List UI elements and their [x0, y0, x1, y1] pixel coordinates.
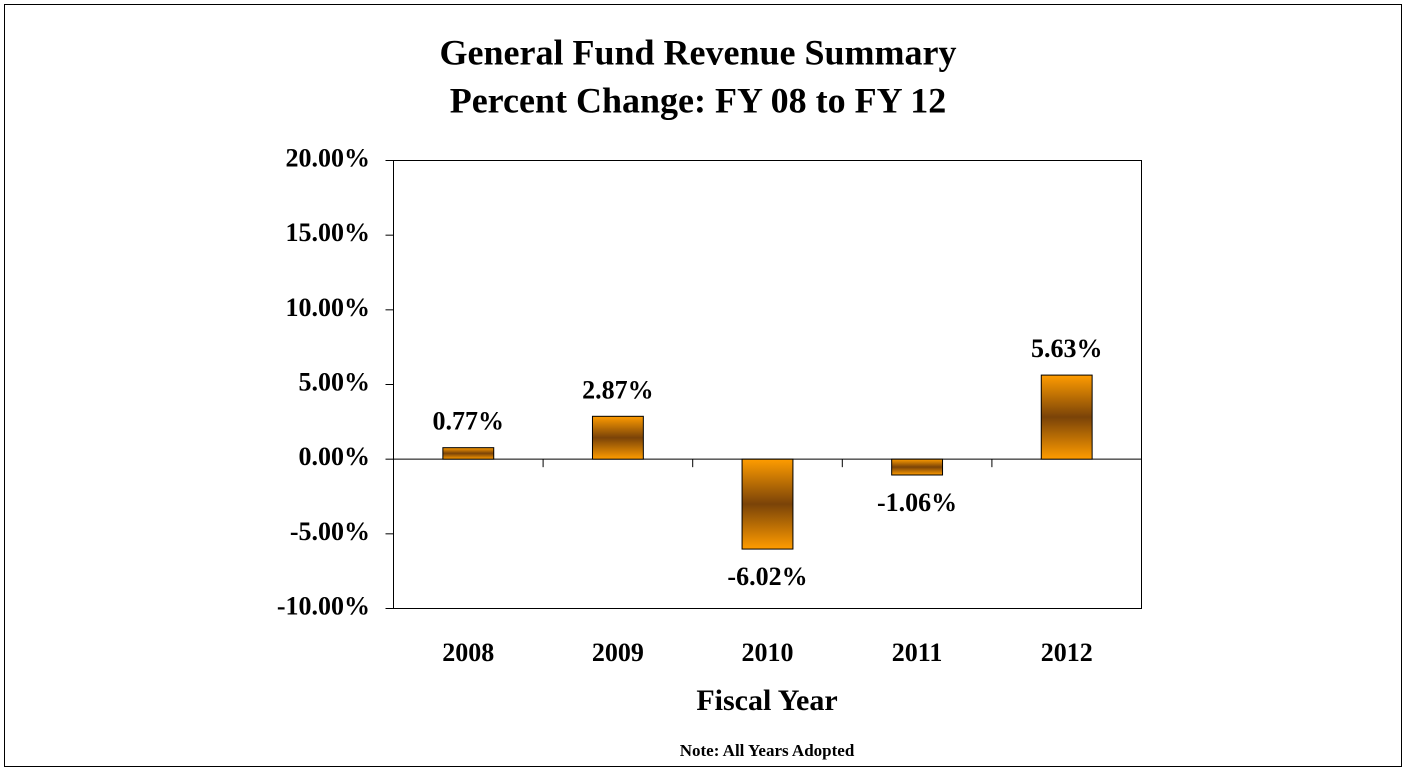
- y-tick-label: 10.00%: [286, 293, 371, 322]
- bar: [741, 458, 794, 550]
- value-label: -6.02%: [727, 562, 807, 591]
- x-axis-label: Fiscal Year: [696, 684, 837, 717]
- x-tick-label: 2008: [442, 638, 494, 667]
- y-tick-label: -10.00%: [277, 591, 370, 620]
- y-tick-label: 0.00%: [299, 442, 371, 471]
- chart-border: [4, 4, 1402, 767]
- value-label: 5.63%: [1031, 334, 1103, 363]
- bar: [442, 447, 495, 460]
- value-label: -1.06%: [877, 488, 957, 517]
- bar: [891, 458, 944, 476]
- bar: [1040, 374, 1093, 460]
- y-tick-label: 5.00%: [299, 367, 371, 396]
- y-tick-label: -5.00%: [290, 517, 370, 546]
- note: Note: All Years Adopted: [680, 741, 855, 760]
- chart-title: General Fund Revenue Summary: [440, 32, 957, 72]
- x-tick-label: 2009: [592, 638, 644, 667]
- value-label: 0.77%: [433, 407, 505, 436]
- x-tick-label: 2012: [1041, 638, 1093, 667]
- chart-subtitle: Percent Change: FY 08 to FY 12: [450, 80, 947, 120]
- bar: [591, 415, 644, 460]
- y-tick-label: 15.00%: [286, 218, 371, 247]
- x-tick-label: 2011: [892, 638, 943, 667]
- x-tick-label: 2010: [742, 638, 794, 667]
- y-tick-label: 20.00%: [286, 143, 371, 172]
- value-label: 2.87%: [582, 375, 654, 404]
